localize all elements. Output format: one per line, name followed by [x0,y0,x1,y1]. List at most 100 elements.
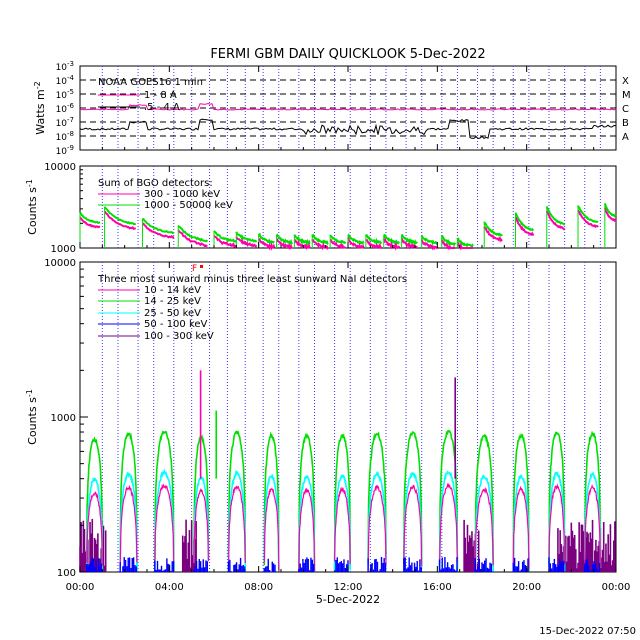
goes-legend-long-label: 1 - 8 A [144,90,177,101]
goes-y-tick-exp: -3 [67,60,74,68]
nai-arc-magenta [263,487,280,571]
goes-y-tick-base: 10 [56,133,68,143]
nai-arc-magenta [548,483,566,568]
nai-plot-frame [79,261,617,573]
bgo-high-segment [577,205,599,223]
nai-arc-cyan [474,474,494,572]
nai-arc-magenta [193,488,209,564]
nai-legend-label-2: 25 - 50 keV [144,308,201,319]
bgo-low-segment [276,238,293,250]
bgo-low-segment [420,239,439,251]
bgo-low-segment [103,210,136,230]
nai-legend-title: Three most sunward minus three least sun… [97,274,407,285]
goes-y-tick-exp: -7 [67,116,74,124]
goes-y-tick-label: 10-5 [56,88,74,101]
bgo-high-segment [440,234,457,247]
bgo-high-segment [456,237,474,249]
bgo-low-segment [382,237,401,252]
bgo-legend: Sum of BGO detectors: 300 - 1000 keV 100… [98,178,233,211]
bgo-low-segment [329,238,346,249]
goes-y-axis-label: Watts m-2 [33,81,47,134]
bgo-low-segment [514,216,535,237]
bgo-low-segment [440,239,456,251]
bgo-low-segment [545,210,566,231]
goes-y-tick-exp: -4 [67,74,75,82]
goes-legend-title: NOAA GOES16 1 min [98,77,203,88]
nai-y-axis-label-sup: -1 [25,389,34,397]
x-axis-label: 5-Dec-2022 [316,593,380,606]
goes-y-tick-label: 10-6 [56,102,75,115]
goes-class-label: A [622,132,629,143]
nai-curves [79,370,616,572]
bgo-y-axis-label-sup: -1 [25,179,34,187]
bgo-low-segment [603,207,617,223]
goes-y-tick-label: 10-8 [56,130,74,143]
goes-y-tick-base: 10 [56,147,68,157]
nai-arc-magenta [439,482,458,565]
figure-title: FERMI GBM DAILY QUICKLOOK 5-Dec-2022 [210,47,485,62]
nai-arc-green [403,430,423,564]
bgo-y-axis-label: Counts s-1 [25,179,39,235]
nai-arc-cyan [263,474,280,567]
nai-arc-magenta [334,486,351,565]
goes-class-label: M [622,90,631,101]
x-tick-label: 20:00 [512,582,541,593]
goes-y-axis-label-sup: -2 [33,81,42,89]
bgo-high-segment [213,230,238,243]
bgo-high-segment [545,206,566,226]
goes-curves [79,102,617,140]
x-axis-ticks: 00:00 04:00 08:00 12:00 16:00 20:00 00:00 [66,66,630,593]
bgo-low-segment [483,226,503,243]
goes-y-tick-label: 10-9 [56,144,74,157]
nai-y-tick-label: 1000 [51,413,76,424]
nai-arc-green [548,431,566,568]
bgo-low-segment [293,239,311,251]
nai-arc-cyan [119,471,138,570]
nai-arc-cyan [403,471,423,569]
nai-arc-magenta [474,486,494,566]
x-tick-label: 04:00 [155,582,184,593]
nai-arc-magenta [367,485,387,569]
bgo-legend-low-label: 300 - 1000 keV [144,189,220,200]
goes-class-label: B [622,118,629,129]
bgo-high-segment [483,221,503,237]
bgo-panel: 10000 1000 Counts s-1 Sum of BGO detector… [25,162,617,255]
nai-arc-magenta [584,484,601,568]
nai-arc-cyan [583,471,602,568]
nai-legend-label-1: 14 - 25 keV [144,296,201,307]
bgo-high-segment [235,231,258,243]
nai-arc-green [474,434,494,567]
nai-arc-green [85,436,104,572]
goes-y-tick-exp: -6 [67,102,75,110]
bgo-low-segment [577,209,599,228]
goes-y-tick-exp: -9 [67,144,74,152]
x-tick-label: 16:00 [423,582,452,593]
nai-arc-cyan [154,468,175,571]
nai-arc-magenta [119,484,138,567]
goes-y-tick-exp: -5 [67,88,74,96]
bgo-y-tick-label: 1000 [51,244,76,255]
nai-arc-magenta [227,485,246,570]
goes-class-label: C [622,104,629,115]
bgo-high-segment [141,217,175,235]
bgo-high-segment [401,233,418,246]
bgo-low-segment [79,216,101,229]
nai-arc-magenta [298,487,316,572]
nai-arc-cyan [367,470,387,565]
bgo-low-segment [365,238,383,250]
bgo-legend-high-label: 1000 - 50000 keV [144,200,233,211]
nai-arc-green [263,431,280,572]
bgo-high-segment [420,234,439,246]
x-tick-label: 12:00 [334,582,363,593]
goes-y-ticks: 10-3 10 -4 10-510-6 10 -7 10-810-9 [56,60,85,157]
bgo-low-segment [142,222,175,239]
nai-arc-cyan [438,470,459,571]
bgo-low-segment [235,236,258,248]
goes-y-tick-label: 10-3 [56,60,74,73]
bgo-high-segment [383,233,401,245]
bgo-y-tick-label: 10000 [44,162,76,173]
nai-arc-magenta [403,484,423,567]
